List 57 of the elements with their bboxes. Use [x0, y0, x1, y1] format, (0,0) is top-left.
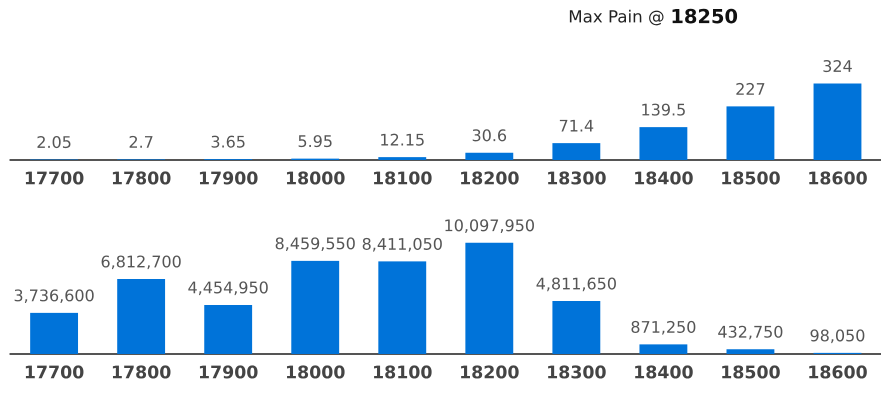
x-tick-label: 17900	[200, 365, 258, 379]
data-label: 871,250	[631, 320, 696, 335]
x-tick-label: 17800	[112, 365, 171, 379]
data-label: 3,736,600	[14, 289, 94, 304]
x-tick-label: 18100	[374, 171, 432, 185]
x-tick-label: 18200	[461, 171, 519, 185]
bar	[726, 349, 774, 354]
bar	[814, 84, 862, 160]
bar	[552, 143, 600, 160]
bar	[639, 127, 688, 160]
bar	[30, 312, 78, 354]
data-label: 71.4	[560, 120, 594, 132]
data-label: 8,411,050	[362, 238, 442, 252]
data-label: 6,812,700	[102, 255, 181, 270]
data-label: 3.65	[212, 136, 245, 148]
data-label: 2.05	[37, 136, 70, 148]
chart-title: Max Pain @	[570, 10, 664, 26]
data-label: 432,750	[718, 326, 782, 340]
x-tick-label: 17700	[26, 171, 84, 185]
x-tick-label: 18300	[548, 365, 606, 379]
data-label: 8,459,550	[276, 237, 355, 252]
bar	[291, 260, 340, 354]
x-tick-label: 18600	[809, 365, 867, 379]
x-tick-label: 18100	[374, 365, 432, 379]
bar	[204, 304, 252, 354]
data-label: 2.7	[130, 136, 152, 148]
bar	[639, 344, 688, 354]
x-tick-label: 18600	[809, 171, 867, 185]
x-tick-label: 18400	[635, 171, 693, 185]
x-tick-label: 17900	[200, 171, 258, 185]
x-tick-label: 18000	[286, 365, 345, 379]
data-label: 10,097,950	[445, 219, 534, 233]
data-label: 98,050	[810, 329, 864, 344]
data-label: 139.5	[642, 104, 685, 116]
x-tick-label: 18000	[286, 171, 345, 185]
bar	[465, 242, 514, 354]
data-label: 4,811,650	[536, 278, 616, 292]
x-tick-label: 18500	[722, 171, 780, 185]
x-tick-label: 17700	[26, 365, 84, 379]
bar	[378, 261, 426, 354]
data-label: 5.95	[298, 135, 332, 148]
bar	[378, 157, 426, 160]
data-label: 30.6	[472, 129, 506, 142]
bar	[726, 106, 774, 160]
x-tick-label: 18400	[635, 365, 693, 379]
x-tick-label: 18200	[461, 365, 519, 379]
bar	[465, 152, 514, 160]
bar	[117, 278, 166, 354]
bar	[552, 301, 600, 354]
data-label: 4,454,950	[188, 281, 268, 296]
data-label: 324	[823, 60, 852, 72]
x-tick-label: 18300	[548, 171, 606, 185]
x-tick-label: 18500	[722, 365, 780, 379]
data-label: 227	[736, 82, 764, 95]
x-tick-label: 17800	[112, 171, 171, 185]
chart-subtitle: 18250	[672, 8, 738, 24]
data-label: 12.15	[381, 134, 424, 146]
